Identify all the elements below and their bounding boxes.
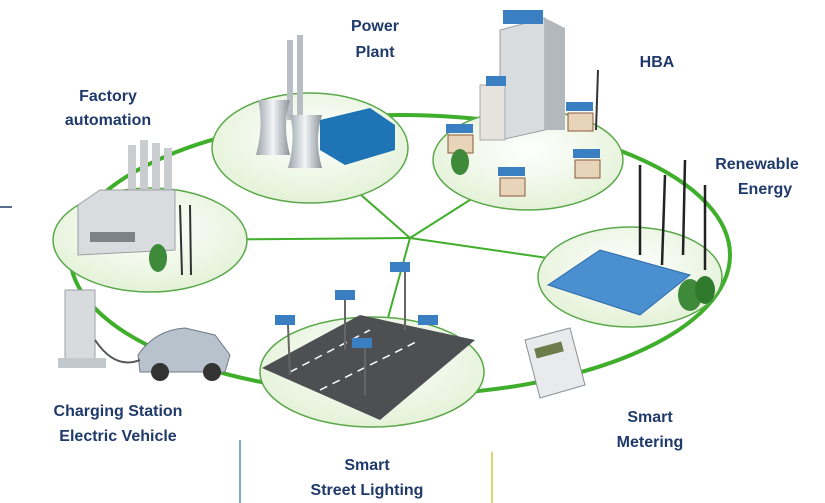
node-label: HBA <box>640 54 675 71</box>
node-label: Smart <box>344 457 390 474</box>
node-label: Metering <box>617 434 684 451</box>
charging-icon <box>58 290 230 381</box>
node-label: Smart <box>627 409 673 426</box>
node-label: Power <box>351 18 399 35</box>
smart-grid-diagram: Power Plant HBA Factory automation Renew… <box>0 0 825 503</box>
page: {"nodes": [ {"id": "power-plant", "label… <box>0 0 825 503</box>
meter-icon <box>525 328 585 398</box>
node-label: Charging Station <box>54 403 183 420</box>
node-label: Street Lighting <box>311 482 424 499</box>
node-label: automation <box>65 112 151 129</box>
node-label: Factory <box>79 88 137 105</box>
node-label: Plant <box>355 44 395 61</box>
node-label: Energy <box>738 181 792 198</box>
node-label: Renewable <box>715 156 799 173</box>
node-label: Electric Vehicle <box>59 428 177 445</box>
